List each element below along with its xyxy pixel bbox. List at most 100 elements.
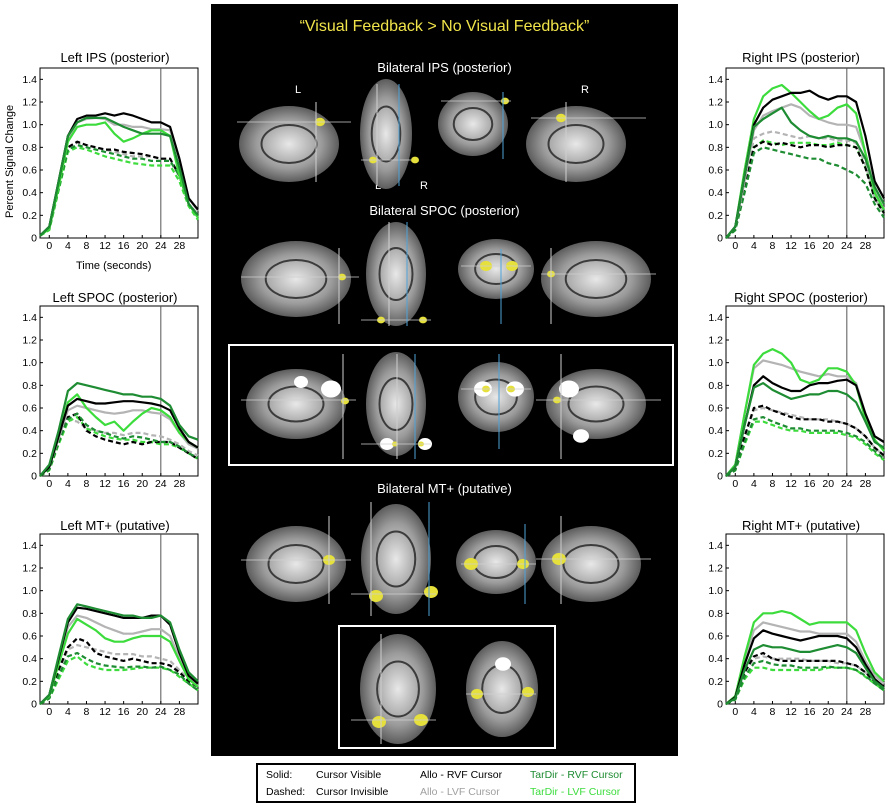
- x-tick-label: 24: [155, 706, 167, 716]
- brain-fold: [564, 259, 628, 299]
- brain-fold: [370, 105, 402, 163]
- y-tick-label: 1.4: [708, 74, 723, 86]
- x-tick-label: 0: [732, 706, 738, 716]
- x-tick-label: 0: [46, 706, 52, 716]
- x-tick-label: 8: [770, 706, 776, 716]
- chart-right-ips: Right IPS (posterior) 0 0.2 0.4 0.6 0.8 1.0 1.…: [686, 50, 891, 260]
- x-tick-label: 12: [99, 706, 111, 716]
- series-line-dashed-allo_rvf: [725, 140, 885, 239]
- x-tick-label: 20: [822, 478, 834, 488]
- x-tick-label: 20: [136, 240, 148, 250]
- x-tick-label: 12: [99, 240, 111, 250]
- x-tick-label: 8: [770, 240, 776, 250]
- hemisphere-left-label: L: [295, 84, 302, 96]
- x-tick-label: 0: [46, 240, 52, 250]
- coronal-slice: [438, 92, 508, 156]
- y-tick-label: 0: [31, 471, 37, 483]
- series-line-solid-tardir_rvf: [39, 603, 199, 705]
- brain-fold: [474, 378, 518, 416]
- series-line-dashed-tardir_rvf: [725, 659, 885, 705]
- line-chart-svg: 0 0.2 0.4 0.6 0.8 1.0 1.2 1.4 0 4 8 12 16 20 24 28: [22, 67, 199, 250]
- x-tick-label: 24: [841, 240, 853, 250]
- legend-solid-key: Solid:: [266, 769, 293, 781]
- series-line-dashed-allo_rvf: [725, 651, 885, 705]
- series-line-dashed-tardir_rvf: [725, 146, 885, 239]
- x-tick-label: 4: [65, 706, 71, 716]
- x-tick-label: 0: [732, 478, 738, 488]
- legend-solid-value: Cursor Visible: [316, 769, 382, 781]
- x-tick-label: 8: [84, 478, 90, 488]
- y-tick-label: 0.8: [708, 380, 723, 392]
- activation-blob: [424, 586, 438, 598]
- plot-frame: [725, 533, 885, 705]
- legend-dashed-value: Cursor Invisible: [316, 786, 389, 798]
- legend-allo-rvf: Allo - RVF Cursor: [420, 769, 503, 781]
- x-tick-label: 12: [99, 478, 111, 488]
- legend-dashed-key: Dashed:: [266, 786, 306, 798]
- chart-title: Right MT+ (putative): [741, 518, 861, 533]
- series-line-dashed-tardir_rvf: [39, 143, 199, 237]
- y-tick-label: 1.0: [708, 357, 723, 369]
- brain-fold: [264, 259, 328, 299]
- y-tick-label: 1.0: [22, 119, 37, 131]
- series-line-solid-tardir_rvf: [725, 106, 885, 239]
- y-tick-label: 1.4: [22, 540, 37, 552]
- x-tick-label: 24: [155, 240, 167, 250]
- brain-fold: [567, 385, 625, 423]
- series-line-solid-allo_lvf: [725, 621, 885, 705]
- line-chart-svg: 0 0.2 0.4 0.6 0.8 1.0 1.2 1.4 0 4 8 12 16 20 24 28: [22, 533, 199, 716]
- activation-blob: [341, 397, 349, 405]
- legend: Solid: Cursor Visible Dashed: Cursor Inv…: [256, 763, 636, 803]
- x-tick-label: 20: [822, 240, 834, 250]
- hemisphere-right-label: R: [581, 84, 589, 96]
- x-tick-label: 8: [770, 478, 776, 488]
- y-tick-label: 1.2: [708, 97, 723, 109]
- y-tick-label: 1.2: [708, 563, 723, 575]
- x-tick-label: 0: [46, 478, 52, 488]
- y-tick-label: 0.6: [708, 631, 723, 643]
- series-line-solid-tardir_lvf: [725, 609, 885, 705]
- activation-blob: [372, 716, 386, 728]
- x-tick-label: 4: [751, 240, 757, 250]
- chart-title: Left MT+ (putative): [60, 518, 170, 533]
- brain-slices: [228, 79, 674, 749]
- y-tick-label: 0.4: [22, 653, 37, 665]
- chart-left-spoc: Left SPOC (posterior) 0 0.2 0.4 0.6 0.8 1.0 1.…: [0, 288, 205, 498]
- x-tick-label: 12: [785, 706, 797, 716]
- x-tick-label: 16: [804, 706, 816, 716]
- y-tick-label: 0: [31, 233, 37, 245]
- y-tick-label: 0.8: [22, 142, 37, 154]
- legend-tardir-lvf: TarDir - LVF Cursor: [530, 786, 621, 798]
- activation-white: [573, 429, 589, 443]
- series-line-dashed-allo_rvf: [39, 637, 199, 705]
- activation-white: [294, 376, 308, 388]
- x-tick-label: 8: [84, 706, 90, 716]
- brain-fold: [562, 544, 620, 584]
- y-tick-label: 0: [717, 471, 723, 483]
- line-chart-svg: 0 0.2 0.4 0.6 0.8 1.0 1.2 1.4 0 4 8 12 16 20 24 28: [708, 533, 885, 716]
- y-tick-label: 0.6: [22, 403, 37, 415]
- y-tick-label: 1.2: [22, 335, 37, 347]
- x-tick-label: 4: [65, 240, 71, 250]
- coronal-slice: [458, 362, 534, 432]
- y-tick-label: 0.4: [708, 187, 723, 199]
- section-label-ips: Bilateral IPS (posterior): [377, 60, 512, 75]
- y-tick-label: 0: [717, 233, 723, 245]
- x-tick-label: 24: [155, 478, 167, 488]
- line-chart-svg: 0 0.2 0.4 0.6 0.8 1.0 1.2 1.4 0 4 8 12 16 20 24 28: [708, 67, 886, 250]
- sagittal-slice-left: [241, 241, 351, 317]
- x-tick-label: 4: [751, 706, 757, 716]
- section-label-spoc: Bilateral SPOC (posterior): [369, 203, 520, 218]
- y-tick-label: 1.4: [708, 540, 723, 552]
- sagittal-slice-left: [246, 526, 346, 602]
- chart-title: Left SPOC (posterior): [52, 290, 178, 305]
- x-tick-label: 16: [118, 706, 130, 716]
- highlight-box-mt: [338, 625, 556, 749]
- series-line-solid-tardir_rvf: [725, 381, 885, 477]
- y-tick-label: 0.6: [708, 403, 723, 415]
- x-tick-label: 16: [118, 240, 130, 250]
- y-tick-label: 1.0: [708, 585, 723, 597]
- y-tick-label: 0.8: [22, 380, 37, 392]
- brain-fold: [378, 247, 414, 301]
- chart-title: Right IPS (posterior): [742, 50, 860, 65]
